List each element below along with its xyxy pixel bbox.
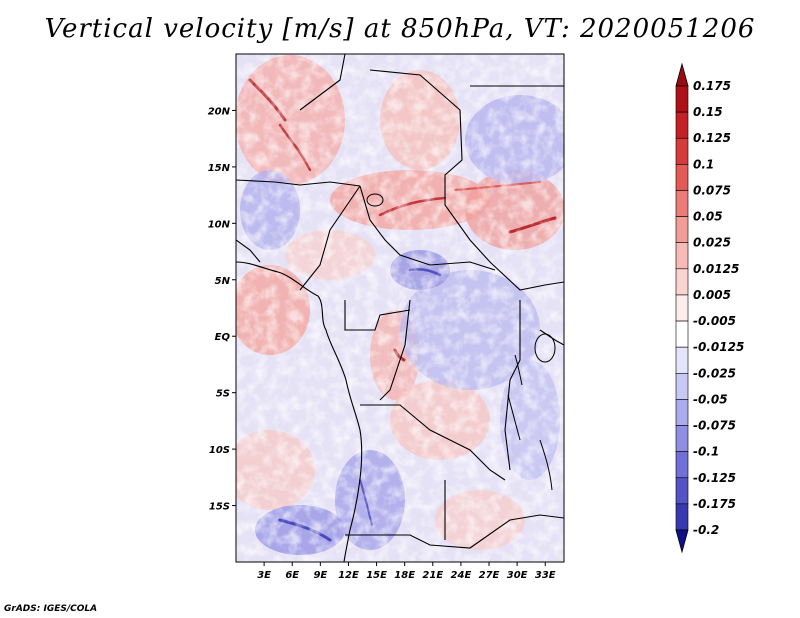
y-tick-label: 15N xyxy=(208,163,231,174)
lakes xyxy=(366,193,556,491)
colorbar-label: 0.15 xyxy=(693,105,723,119)
colorbar-segment xyxy=(675,216,689,244)
y-tick-label: 15S xyxy=(209,502,230,513)
border xyxy=(344,300,411,331)
x-tick-label: 33E xyxy=(535,570,556,581)
lake xyxy=(534,333,556,363)
y-tick-label: 20N xyxy=(208,106,231,117)
border xyxy=(359,185,496,271)
colorbar-segment xyxy=(675,399,689,426)
colorbar-segment xyxy=(675,164,689,191)
colorbar-segment xyxy=(675,111,689,139)
x-tick-label: 9E xyxy=(313,570,327,581)
colorbar-top-arrow xyxy=(675,62,689,87)
x-tick-label: 6E xyxy=(285,570,299,581)
y-tick-label: 5N xyxy=(215,276,231,287)
x-tick-label: 24E xyxy=(451,570,472,581)
border xyxy=(236,239,261,263)
y-tick-label: 10S xyxy=(209,445,230,456)
y-tick-label: 5S xyxy=(216,389,230,400)
x-tick-label: 18E xyxy=(394,570,415,581)
border xyxy=(369,69,564,291)
border xyxy=(299,185,361,291)
colorbar-segment xyxy=(675,242,689,270)
colorbar-bottom-arrow xyxy=(675,529,689,554)
x-tick-label: 21E xyxy=(422,570,443,581)
colorbar-label: 0.025 xyxy=(693,236,731,250)
plot-frame xyxy=(235,53,565,563)
colorbar: 0.175 0.15 0.125 0.1 0.075 0.05 0.025 0.0125 0.0… xyxy=(675,62,744,554)
border xyxy=(345,514,564,549)
y-axis: 20N 15N 10N 5N EQ 5S 10S 15S xyxy=(208,106,236,513)
colorbar-label: 0.005 xyxy=(693,288,731,302)
colorbar-segment xyxy=(675,294,689,322)
colorbar-label: 0.05 xyxy=(693,210,723,224)
colorbar-label: -0.175 xyxy=(693,497,736,511)
x-tick-label: 12E xyxy=(338,570,359,581)
colorbar-label: -0.005 xyxy=(693,314,736,328)
colorbar-label: 0.175 xyxy=(693,79,731,93)
x-tick-label: 27E xyxy=(479,570,500,581)
lake xyxy=(514,354,523,386)
y-tick-label: 10N xyxy=(208,219,231,230)
colorbar-label: -0.125 xyxy=(693,471,736,485)
coastline xyxy=(236,261,363,562)
colorbar-segment xyxy=(675,268,689,296)
border xyxy=(360,404,506,481)
lake xyxy=(366,193,384,207)
border xyxy=(299,54,346,111)
x-axis: 3E 6E 9E 12E 15E 18E 21E 24E 27E 30E 33E xyxy=(257,562,556,581)
y-tick-label: EQ xyxy=(215,332,231,343)
noise-texture xyxy=(236,54,564,562)
colorbar-segment xyxy=(675,190,689,217)
colorbar-label: -0.075 xyxy=(693,419,736,433)
border xyxy=(504,300,521,471)
colorbar-label: -0.0125 xyxy=(693,340,744,354)
country-borders xyxy=(236,54,564,562)
colorbar-label: -0.05 xyxy=(693,392,728,406)
colorbar-segment xyxy=(675,137,689,165)
colorbar-segment xyxy=(675,85,689,113)
grads-credit: GrADS: IGES/COLA xyxy=(4,604,98,614)
colorbar-segment xyxy=(675,451,689,479)
colorbar-segment xyxy=(675,477,689,505)
map-title: Vertical velocity [m/s] at 850hPa, VT: 2… xyxy=(44,14,756,44)
colorbar-label: -0.1 xyxy=(693,445,719,459)
colorbar-segment xyxy=(675,503,689,531)
colorbar-segment xyxy=(675,346,689,374)
border xyxy=(236,179,361,187)
lake xyxy=(507,394,521,441)
colorbar-label: -0.025 xyxy=(693,366,736,380)
border xyxy=(379,299,411,401)
colorbar-segment xyxy=(675,425,689,452)
colorbar-label: 0.125 xyxy=(693,131,731,145)
colorbar-label: 0.1 xyxy=(693,157,714,171)
map-plot-area xyxy=(236,54,564,562)
x-tick-label: 30E xyxy=(507,570,528,581)
colorbar-segment xyxy=(675,320,689,348)
x-tick-label: 15E xyxy=(366,570,387,581)
colorbar-label: 0.075 xyxy=(693,183,731,197)
colorbar-segment xyxy=(675,372,689,400)
colorbar-label: -0.2 xyxy=(693,523,719,537)
colorbar-label: 0.0125 xyxy=(693,262,739,276)
x-tick-label: 3E xyxy=(257,570,271,581)
border xyxy=(539,329,564,346)
lake xyxy=(539,439,553,491)
